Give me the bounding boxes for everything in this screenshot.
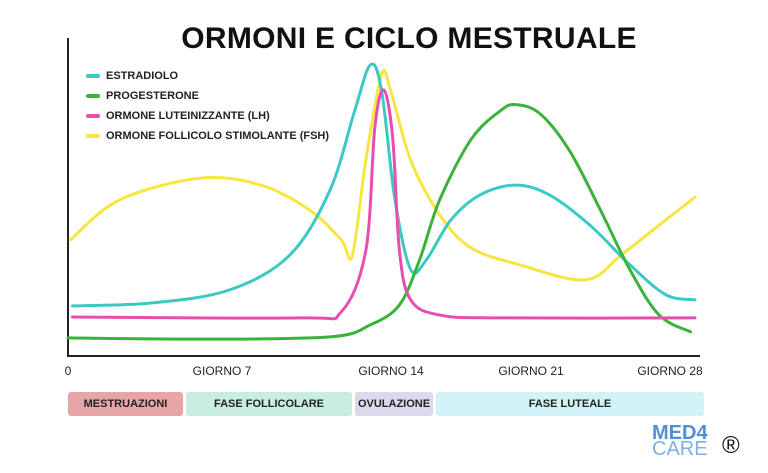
x-tick-label: GIORNO 28 [637, 364, 703, 378]
phase-ovulazione: OVULAZIONE [355, 392, 433, 416]
x-tick-label: GIORNO 21 [498, 364, 564, 378]
series-line-estradiolo [70, 62, 697, 308]
legend-swatch [86, 94, 100, 98]
legend-item: PROGESTERONE [86, 86, 329, 106]
chart-title: ORMONI E CICLO MESTRUALE [181, 22, 637, 55]
legend: ESTRADIOLO PROGESTERONE ORMONE LUTEINIZZ… [86, 66, 329, 146]
med4care-logo: MED4 CARE [652, 422, 708, 460]
legend-swatch [86, 74, 100, 78]
legend-item: ORMONE LUTEINIZZANTE (LH) [86, 106, 329, 126]
legend-item: ORMONE FOLLICOLO STIMOLANTE (FSH) [86, 126, 329, 146]
phase-luteale: FASE LUTEALE [436, 392, 704, 416]
legend-label: ORMONE LUTEINIZZANTE (LH) [106, 110, 270, 122]
registered-mark: ® [722, 432, 740, 459]
series-line-ormone-luteinizzante-lh [70, 88, 697, 321]
legend-label: ESTRADIOLO [106, 70, 179, 82]
x-tick-label: GIORNO 7 [192, 364, 252, 378]
x-tick-label: 0 [64, 364, 72, 378]
series-line-ormone-follicolo-stimolante-fsh [68, 68, 697, 282]
legend-item: ESTRADIOLO [86, 66, 329, 86]
legend-swatch [86, 134, 100, 138]
phase-follicolare: FASE FOLLICOLARE [186, 392, 352, 416]
legend-swatch [86, 114, 100, 118]
logo-line1: MED4 [652, 422, 708, 444]
legend-label: PROGESTERONE [106, 90, 199, 102]
series-line-progesterone [66, 102, 693, 341]
legend-label: ORMONE FOLLICOLO STIMOLANTE (FSH) [106, 130, 330, 142]
logo-line2: CARE [652, 438, 708, 460]
phase-mestruazioni: MESTRUAZIONI [68, 392, 183, 416]
x-tick-label: GIORNO 14 [358, 364, 424, 378]
